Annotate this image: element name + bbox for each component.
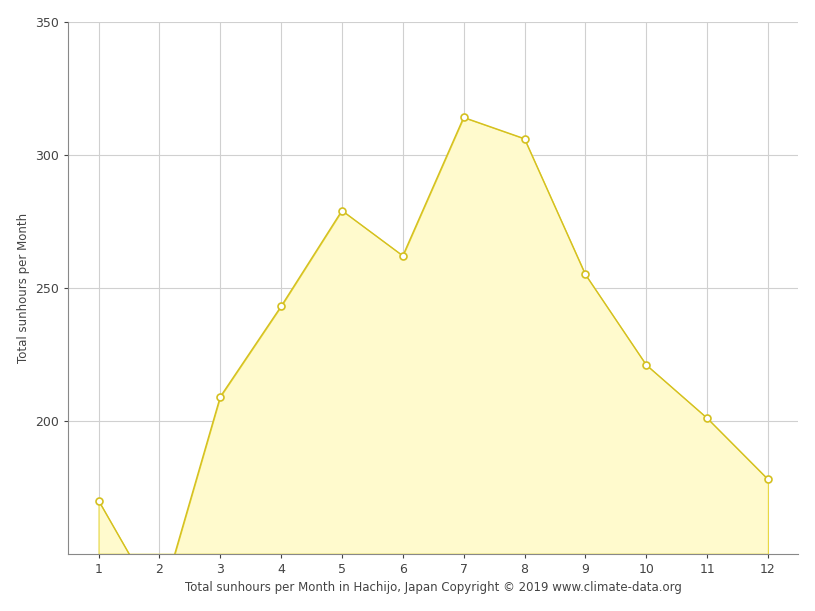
X-axis label: Total sunhours per Month in Hachijo, Japan Copyright © 2019 www.climate-data.org: Total sunhours per Month in Hachijo, Jap… bbox=[185, 581, 681, 595]
Y-axis label: Total sunhours per Month: Total sunhours per Month bbox=[16, 213, 29, 363]
